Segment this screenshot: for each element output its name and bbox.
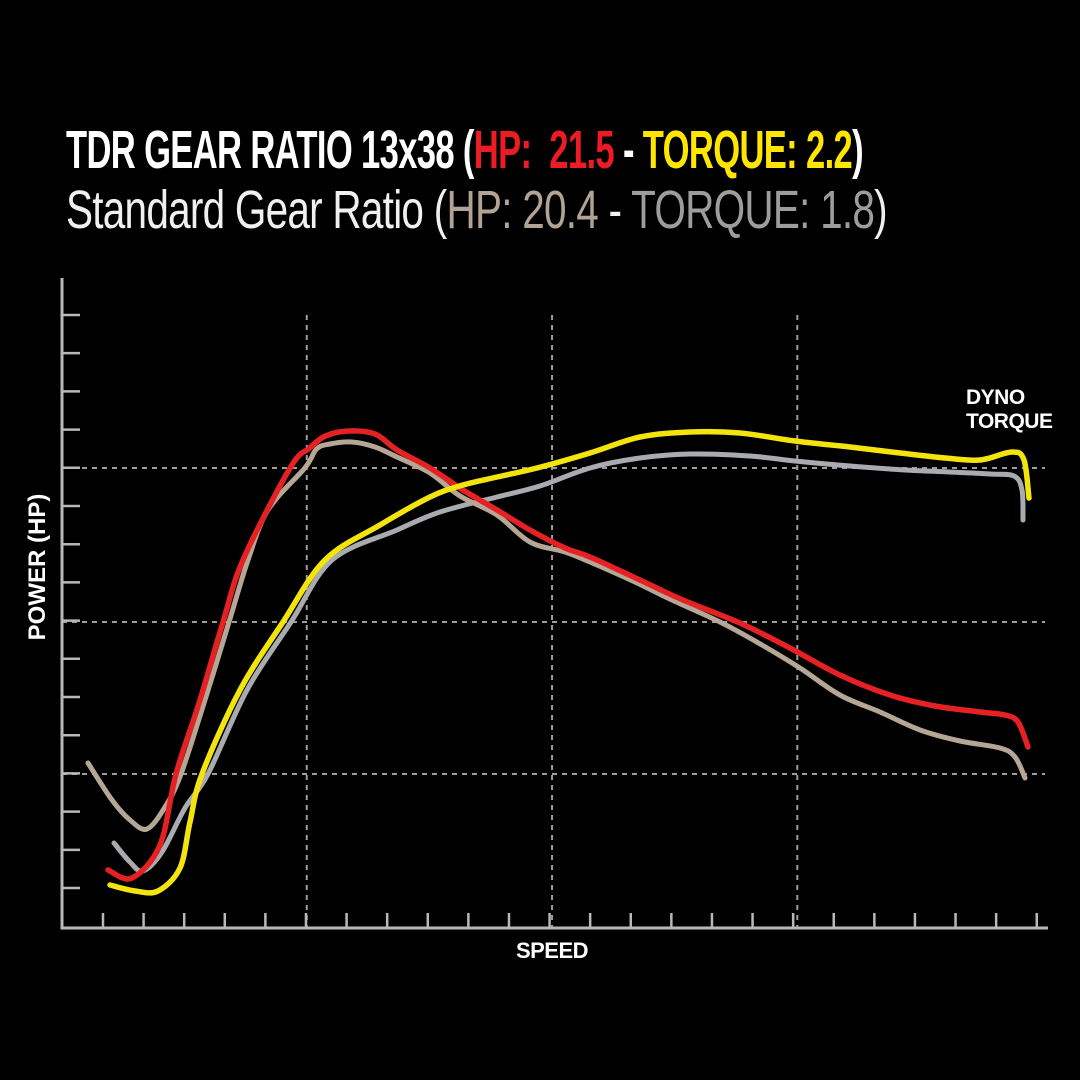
title-line-standard: Standard Gear Ratio (HP: 20.4 - TORQUE: … [66,180,888,240]
title-tdr-suffix: ) [852,120,864,180]
curve-standard-hp [85,439,1028,832]
title-tdr-torque-value: TORQUE: 2.2 [642,120,853,180]
dyno-torque-annotation: DYNO TORQUE [966,386,1053,434]
title-tdr-prefix: TDR GEAR RATIO 13x38 ( [66,120,474,180]
y-axis-label: POWER (HP) [24,493,51,641]
title-tdr-separator: - [614,120,643,180]
title-standard-prefix: Standard Gear Ratio ( [66,180,447,240]
title-standard-suffix: ) [874,180,887,240]
title-line-tdr: TDR GEAR RATIO 13x38 (HP: 21.5 - TORQUE:… [66,120,864,180]
dyno-torque-annotation-line1: DYNO [966,386,1025,409]
curve-tdr-hp [105,428,1031,882]
title-standard-hp-value: HP: 20.4 [446,180,599,240]
x-axis-label: SPEED [515,938,589,963]
curve-standard-torque [111,451,1026,874]
title-standard-separator: - [598,180,632,240]
title-tdr-hp-value: HP: 21.5 [473,120,615,180]
dyno-torque-annotation-line2: TORQUE [966,410,1053,433]
curve-tdr-torque [107,428,1032,896]
title-standard-torque-value: TORQUE: 1.8 [631,180,875,240]
axes-lines [60,278,1048,930]
